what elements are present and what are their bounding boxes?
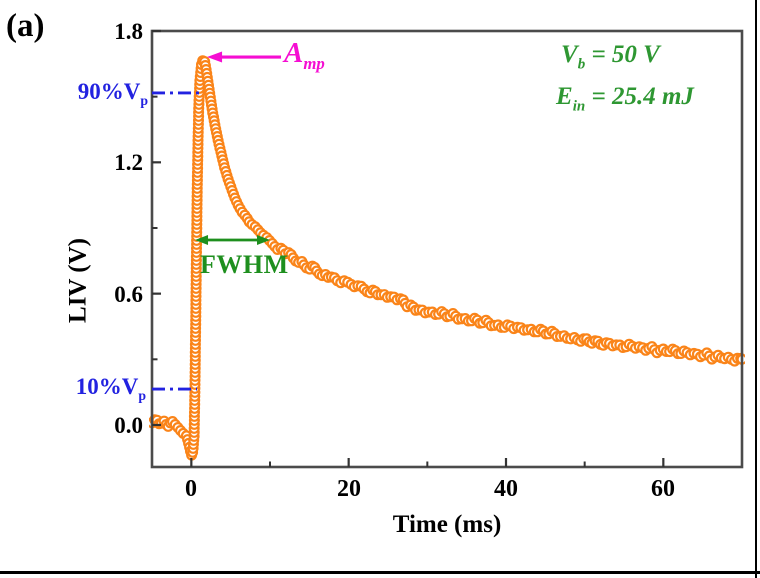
y-tick-label: 0.0	[114, 413, 143, 438]
y-axis-title: LIV (V)	[64, 238, 92, 323]
threshold-90-text: 90%V	[77, 79, 141, 104]
x-tick-label: 40	[494, 476, 518, 502]
threshold-90-sub: p	[140, 92, 148, 108]
y-tick-label: 1.8	[114, 19, 143, 44]
x-axis-title: Time (ms)	[392, 511, 502, 538]
x-tick-label: 20	[337, 476, 361, 502]
fwhm-arrow-head-right	[257, 235, 270, 246]
peak-amplitude-sub: mp	[303, 54, 325, 74]
bias-voltage-annotation: Vb = 50 V	[561, 41, 660, 72]
data-series	[149, 55, 745, 461]
energy-sub: in	[572, 98, 586, 115]
fwhm-arrow-head-left	[195, 235, 209, 246]
peak-amplitude-label: Amp	[284, 37, 325, 72]
plot-border	[150, 29, 744, 469]
peak-amplitude-symbol: A	[284, 37, 304, 69]
threshold-10-label: 10%Vp	[40, 374, 146, 402]
energy-symbol: E	[556, 83, 573, 110]
y-tick-label: 1.2	[114, 150, 143, 175]
figure-right-border	[755, 0, 757, 578]
input-energy-annotation: Ein = 25.4 mJ	[556, 83, 694, 114]
figure-bottom-border	[0, 571, 760, 574]
energy-value: = 25.4 mJ	[585, 83, 694, 110]
bias-symbol: V	[561, 41, 578, 68]
bias-sub: b	[577, 56, 586, 73]
y-tick-label: 0.6	[114, 282, 143, 307]
x-tick-label: 60	[651, 476, 675, 502]
panel-label: (a)	[6, 8, 45, 44]
threshold-10-sub: p	[138, 387, 146, 403]
x-tick-label: 0	[185, 476, 197, 502]
threshold-90-label: 90%Vp	[42, 79, 148, 107]
threshold-10-text: 10%V	[75, 374, 139, 399]
amp-arrow-head	[207, 51, 223, 63]
fwhm-label: FWHM	[200, 250, 289, 279]
bias-value: = 50 V	[585, 41, 660, 68]
